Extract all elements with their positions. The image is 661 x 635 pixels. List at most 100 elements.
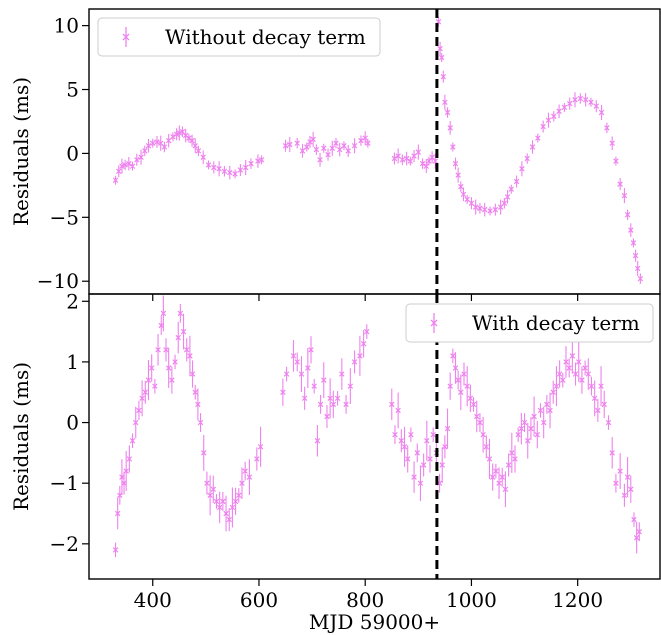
bottom-point-marker — [148, 365, 155, 371]
top-data-point — [472, 199, 479, 215]
top-point-marker — [179, 128, 186, 135]
bottom-data-point — [133, 406, 139, 439]
top-ytick-label: −10 — [37, 269, 79, 293]
bottom-data-point — [458, 374, 464, 411]
bottom-data-point — [489, 463, 496, 491]
top-data-point — [588, 97, 594, 107]
top-data-point — [126, 156, 132, 171]
bottom-point-marker — [525, 438, 531, 444]
bottom-data-point — [257, 426, 264, 467]
bottom-legend-marker — [430, 313, 438, 333]
top-point-marker — [524, 155, 530, 162]
top-data-point — [524, 153, 530, 164]
bottom-data-point — [216, 491, 223, 524]
bottom-point-marker — [401, 444, 408, 450]
bottom-data-point — [197, 413, 204, 432]
bottom-data-point — [464, 366, 470, 407]
bottom-point-marker — [392, 431, 398, 438]
bottom-data-point — [556, 360, 563, 388]
bottom-point-marker — [588, 383, 595, 389]
bottom-point-marker — [636, 528, 643, 535]
top-data-point — [540, 120, 546, 133]
bottom-point-marker — [210, 486, 217, 492]
bottom-data-point — [142, 380, 149, 404]
top-point-marker — [126, 160, 132, 167]
bottom-point-marker — [442, 444, 448, 450]
bottom-point-marker — [239, 480, 245, 486]
bottom-data-point — [121, 471, 127, 495]
top-legend-box — [97, 17, 381, 57]
bottom-point-marker — [139, 395, 145, 402]
bottom-x-ticks: 400 600 800 1000 1200 — [134, 579, 603, 612]
top-data-point — [492, 203, 499, 216]
top-point-marker — [365, 140, 371, 146]
bottom-point-marker — [232, 498, 239, 505]
bottom-point-marker — [461, 371, 467, 377]
bottom-data-point — [477, 413, 483, 432]
bottom-data-point — [430, 427, 436, 442]
bottom-point-marker — [334, 395, 341, 402]
bottom-data-point — [483, 435, 490, 459]
top-point-marker — [450, 144, 456, 150]
top-data-point — [258, 155, 265, 165]
bottom-data-point — [226, 508, 232, 532]
bottom-data-point — [163, 338, 169, 362]
bottom-point-marker — [624, 474, 631, 480]
bottom-point-marker — [569, 353, 576, 359]
top-point-marker — [287, 141, 293, 148]
bottom-point-marker — [609, 450, 615, 456]
bottom-data-point — [242, 461, 248, 481]
bottom-data-point — [537, 403, 544, 418]
top-point-marker — [317, 157, 323, 163]
bottom-data-point — [357, 335, 363, 376]
bottom-data-point — [486, 438, 493, 479]
bottom-point-marker — [502, 486, 509, 492]
top-panel: −10 −5 0 5 10 Residuals (ms) Without decay t… — [9, 8, 661, 301]
bottom-data-point — [280, 378, 286, 406]
bottom-data-point — [327, 378, 333, 419]
top-data-point — [329, 140, 335, 156]
bottom-data-point — [439, 447, 445, 483]
bottom-point-marker — [246, 474, 253, 480]
bottom-point-marker — [598, 383, 604, 389]
bottom-point-marker — [158, 322, 164, 329]
bottom-point-marker — [229, 504, 236, 511]
top-point-marker — [593, 103, 599, 109]
top-point-marker — [186, 135, 192, 141]
bottom-point-marker — [357, 353, 363, 359]
bottom-point-marker — [414, 450, 420, 456]
top-data-point — [138, 149, 144, 165]
top-point-marker — [415, 149, 422, 155]
top-point-marker — [529, 144, 536, 150]
top-data-point — [195, 145, 202, 157]
bottom-data-point — [424, 420, 430, 461]
bottom-point-marker — [450, 353, 456, 359]
bottom-data-point — [123, 451, 129, 492]
top-point-marker — [176, 130, 183, 136]
bottom-point-marker — [621, 492, 628, 499]
bottom-data-point — [148, 354, 155, 382]
top-point-marker — [138, 154, 144, 160]
top-point-marker — [442, 99, 448, 106]
bottom-data-point — [528, 417, 534, 441]
top-point-marker — [440, 74, 447, 80]
top-point-marker — [336, 146, 343, 153]
bottom-point-marker — [444, 425, 451, 432]
bottom-data-point — [455, 370, 461, 390]
top-point-marker — [438, 54, 445, 61]
top-point-marker — [362, 135, 368, 141]
top-data-point — [582, 92, 589, 107]
top-data-point — [221, 166, 228, 177]
bottom-data-point — [518, 412, 525, 445]
bottom-data-point — [321, 362, 327, 398]
top-point-marker — [609, 140, 615, 146]
top-data-point — [237, 164, 244, 177]
top-point-marker — [221, 168, 228, 175]
bottom-data-point — [254, 447, 260, 471]
bottom-point-marker — [458, 389, 464, 395]
top-point-marker — [468, 200, 475, 206]
bottom-ytick-label: −2 — [50, 532, 79, 556]
top-data-point — [142, 145, 148, 157]
bottom-point-marker — [257, 444, 264, 450]
bottom-data-point — [447, 372, 453, 400]
